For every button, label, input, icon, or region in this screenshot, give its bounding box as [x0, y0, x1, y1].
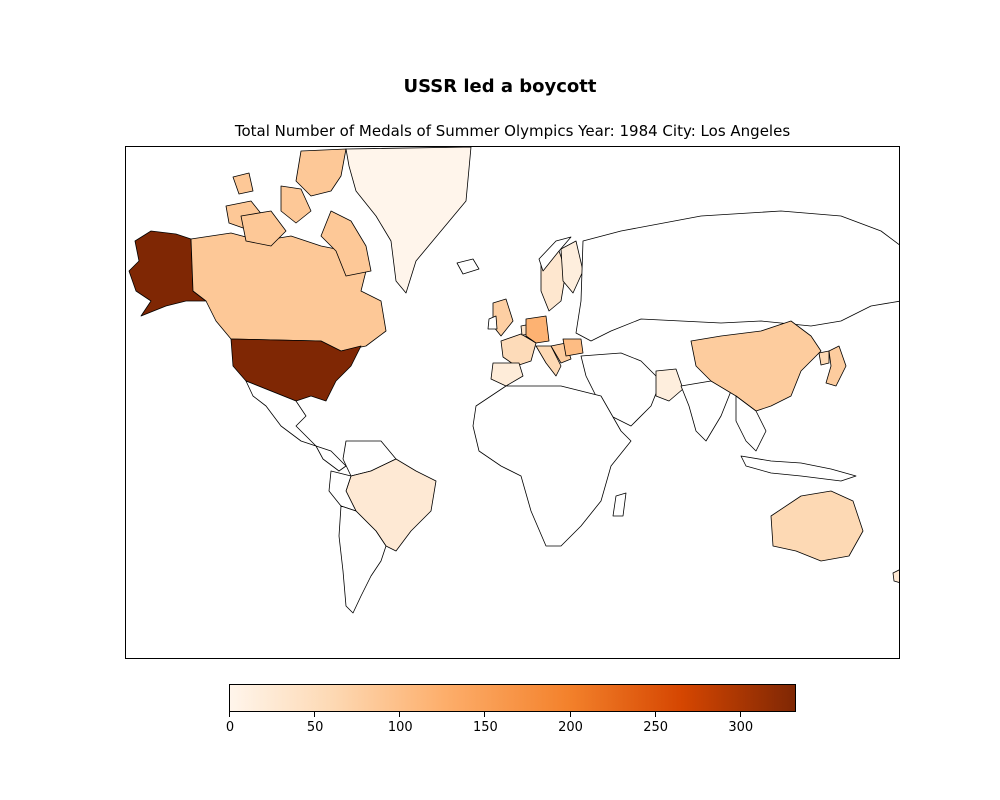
country-italy: [535, 345, 562, 377]
country-africa: [472, 385, 632, 547]
country-new-zealand: [892, 569, 899, 583]
colorbar-tick: [569, 712, 571, 717]
country-canada: [232, 172, 254, 195]
colorbar-tick-label: 50: [306, 720, 324, 735]
colorbar-tick-label: 250: [643, 720, 669, 735]
country-southeast-asia: [735, 395, 767, 452]
country-canada: [295, 148, 347, 197]
colorbar-tick: [314, 712, 316, 717]
country-iceland: [456, 258, 480, 275]
country-australia: [770, 490, 864, 562]
figure-title: USSR led a boycott: [403, 76, 597, 97]
country-india: [680, 380, 732, 442]
colorbar-tick-label: 100: [387, 720, 413, 735]
colorbar-tick-label: 0: [225, 720, 235, 735]
country-japan: [825, 345, 847, 387]
country-ireland: [487, 315, 498, 330]
world-map: [125, 146, 900, 659]
country-eastern-europe-ussr: [575, 210, 899, 342]
country-greenland: [345, 147, 472, 294]
colorbar: [229, 684, 796, 712]
country-alaska-us-: [128, 230, 207, 317]
country-canada: [190, 232, 387, 352]
country-turkey-middle-east: [580, 352, 662, 427]
map-subtitle: Total Number of Medals of Summer Olympic…: [234, 122, 791, 140]
country-spain: [490, 362, 524, 387]
country-china: [690, 320, 822, 412]
colorbar-tick: [229, 712, 230, 717]
country-madagascar: [612, 492, 627, 517]
country-pakistan: [655, 368, 684, 402]
country-central-america: [315, 445, 347, 472]
colorbar-tick: [654, 712, 656, 717]
colorbar-tick: [399, 712, 401, 717]
colorbar-tick: [484, 712, 486, 717]
country-romania: [562, 338, 584, 357]
country-west-germany: [525, 315, 550, 344]
colorbar-tick-label: 150: [472, 720, 498, 735]
country-south-korea: [818, 350, 830, 366]
colorbar-tick-label: 200: [558, 720, 583, 735]
country-indonesia: [740, 455, 857, 482]
colorbar-tick-label: 300: [728, 720, 754, 735]
colorbar-tick: [739, 712, 741, 717]
country-finland: [560, 240, 584, 294]
country-france: [500, 333, 537, 367]
country-norway: [538, 236, 572, 272]
country-argentina-chile: [338, 505, 387, 614]
country-canada: [320, 210, 372, 277]
country-canada: [280, 185, 312, 224]
country-canada: [240, 210, 287, 247]
